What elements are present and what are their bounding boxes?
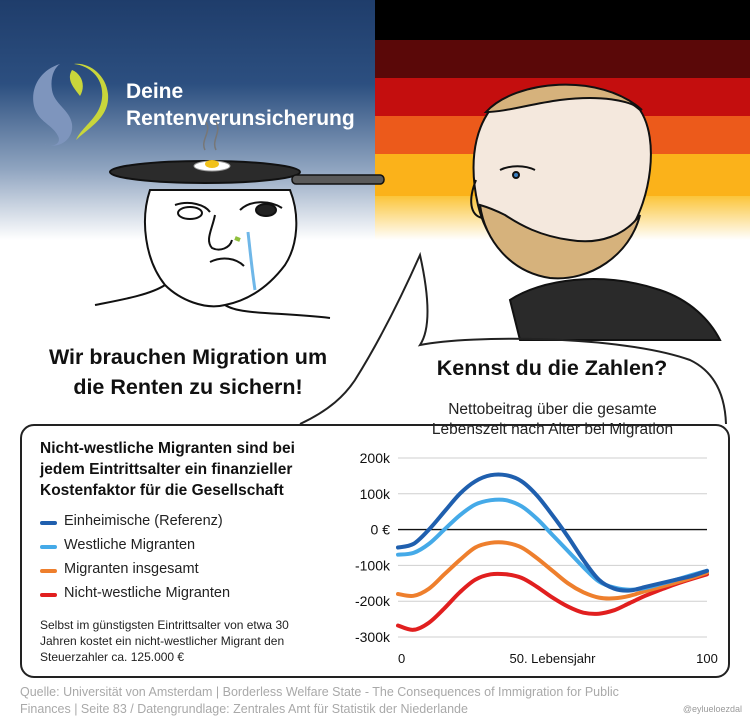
flag-stripe-black [375, 0, 750, 40]
bearded-man-illustration [470, 83, 722, 341]
series-line [396, 571, 709, 632]
legend-swatch [40, 545, 57, 549]
x-tick-label: 50. Lebensjahr [509, 651, 596, 666]
legend-swatch [40, 521, 57, 525]
series-line [396, 540, 709, 601]
source-line-1: Quelle: Universität von Amsterdam | Bord… [20, 685, 619, 699]
note-line-3: Steuerzahler ca. 125.000 € [40, 650, 185, 664]
author-handle: @eylueloezdal [682, 704, 742, 714]
chart-title-line-2: Lebenszeit nach Alter bei Migration [431, 421, 674, 438]
speech-bubble-outline [299, 251, 727, 425]
chart-title-line-1: Nettobeitrag über die gesamte [448, 401, 657, 418]
legend-label: Einheimische (Referenz) [64, 513, 223, 529]
series-line [396, 472, 709, 593]
cost-note: Selbst im günstigsten Eintrittsalter von… [40, 617, 360, 665]
legend-heading-line-1: Nicht-westliche Migranten sind bei [40, 440, 295, 457]
note-line-2: Jahren kostet ein nicht-westlicher Migra… [40, 634, 285, 648]
line-chart: 200k 100k 0 € -100k -200k -300k 0 50. Lebensjah… [355, 450, 718, 666]
migration-claim: Wir brauchen Migration um die Renten zu … [18, 342, 358, 402]
legend-heading-line-3: Kostenfaktor für die Gesellschaft [40, 482, 284, 499]
y-tick-label: -100k [355, 557, 391, 573]
legend-swatch [40, 593, 57, 597]
note-line-1: Selbst im günstigsten Eintrittsalter von… [40, 618, 289, 632]
bubble-question: Kennst du die Zahlen? [436, 356, 668, 380]
legend-heading-line-2: jedem Eintrittsalter ein finanzieller [40, 461, 293, 478]
claim-line-2: die Renten zu sichern! [73, 375, 303, 399]
brand-name: Deine Rentenverunsicherung [126, 78, 355, 132]
y-tick-label: 100k [360, 486, 391, 502]
brand-logo-icon [33, 63, 109, 146]
legend-label: Nicht-westliche Migranten [64, 585, 231, 601]
legend-label: Migranten insgesamt [64, 561, 199, 577]
brand-line-2: Rentenverunsicherung [126, 107, 355, 130]
x-tick-label: 0 [398, 651, 405, 666]
source-line-2: Finances | Seite 83 / Datengrundlage: Ze… [20, 702, 468, 716]
wojak-illustration [94, 189, 331, 319]
legend-heading: Nicht-westliche Migranten sind bei jedem… [40, 438, 340, 501]
chart-title: Nettobeitrag über die gesamte Lebenszeit… [390, 400, 715, 440]
x-tick-label: 100 [696, 651, 718, 666]
info-panel [20, 424, 730, 678]
y-tick-label: -300k [355, 629, 391, 645]
brand-line-1: Deine [126, 80, 184, 103]
legend-swatch [40, 569, 57, 573]
flag-stripe-dark-red [375, 40, 750, 78]
legend-label: Westliche Migranten [64, 537, 196, 553]
y-tick-label: 0 € [371, 522, 391, 538]
claim-line-1: Wir brauchen Migration um [48, 345, 328, 369]
y-tick-label: -200k [355, 593, 391, 609]
y-tick-label: 200k [360, 450, 391, 466]
source-citation: Quelle: Universität von Amsterdam | Bord… [20, 684, 640, 718]
frying-pan-illustration [109, 121, 385, 185]
